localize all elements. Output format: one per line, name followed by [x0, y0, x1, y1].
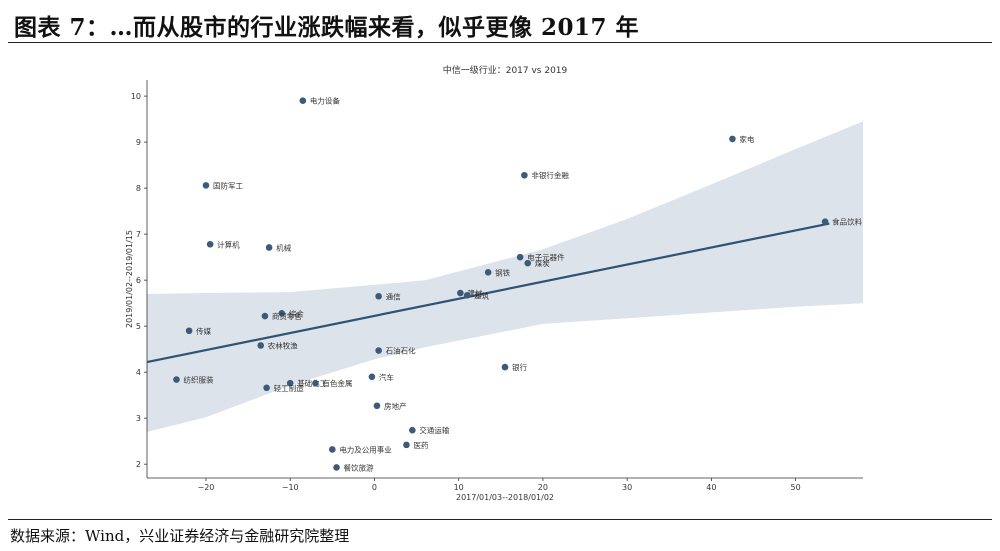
confidence-band-layer	[147, 121, 863, 433]
x-axis-label: 2017/01/03--2018/01/02	[456, 493, 554, 502]
data-point-label: 传媒	[196, 326, 211, 336]
figure-header: 图表 7：…而从股市的行业涨跌幅来看，似乎更像 2017 年	[8, 4, 992, 41]
x-tick-label: −10	[282, 483, 299, 492]
data-point	[521, 171, 528, 179]
data-point-label: 有色金属	[322, 378, 352, 388]
data-point-label: 建筑	[474, 290, 489, 300]
data-point	[409, 426, 416, 434]
x-tick-label: 10	[454, 483, 464, 492]
data-point-label: 轻工制造	[274, 383, 304, 393]
y-axis-label: 2019/01/02--2019/01/15	[125, 230, 134, 328]
y-tick-label: 5	[136, 322, 141, 331]
footer-rule	[8, 519, 992, 520]
data-point-label: 汽车	[379, 372, 394, 382]
data-point-label: 煤炭	[535, 258, 550, 268]
data-point	[375, 347, 382, 354]
data-point	[265, 244, 273, 251]
data-point-label: 电力及公用事业	[339, 444, 392, 454]
data-point-label: 建材	[467, 288, 482, 298]
data-point	[263, 384, 270, 392]
data-point-label: 交通运输	[419, 425, 449, 435]
data-point-label: 计算机	[217, 239, 240, 249]
data-point	[368, 373, 376, 381]
data-point	[333, 464, 340, 471]
x-tick-label: −20	[198, 483, 215, 492]
data-point	[484, 269, 492, 276]
chart-title: 中信一级行业：2017 vs 2019	[443, 64, 568, 76]
source-note: 数据来源：Wind，兴业证券经济与金融研究院整理	[10, 527, 350, 545]
data-point-label: 非银行金融	[531, 170, 569, 180]
data-point	[463, 292, 471, 299]
data-point-label: 石油石化	[386, 346, 416, 356]
data-point-label: 银行	[512, 362, 527, 372]
y-tick-label: 6	[136, 276, 141, 285]
axes-layer	[146, 80, 863, 479]
data-point	[299, 97, 307, 105]
x-tick-label: 50	[791, 483, 801, 492]
data-point	[312, 379, 319, 387]
data-point-label: 电力设备	[310, 96, 340, 106]
data-point	[185, 327, 193, 335]
data-point-label: 医药	[413, 440, 428, 450]
data-point	[457, 289, 464, 297]
data-point	[729, 135, 736, 143]
data-point-label: 农林牧渔	[268, 340, 298, 350]
data-point-label: 国防军工	[213, 180, 243, 190]
data-point-label: 食品饮料	[832, 217, 862, 227]
confidence-band	[147, 121, 863, 433]
regression-line	[146, 222, 830, 364]
data-point-label: 纺织服装	[183, 375, 213, 385]
data-point	[206, 240, 214, 248]
y-tick-label: 2	[136, 460, 141, 469]
data-point	[516, 253, 524, 261]
y-tick-label: 7	[136, 230, 141, 239]
data-point-label: 房地产	[384, 401, 407, 411]
ticks-layer: −20 −10 0 10 20 30 40 50 2 3 4 5 6 7 8 9 10	[131, 92, 801, 492]
data-point-label: 商贸零售	[272, 311, 302, 321]
data-point	[329, 446, 336, 453]
data-point	[202, 182, 210, 189]
y-tick-label: 9	[136, 138, 141, 147]
data-point	[278, 309, 286, 317]
data-point	[501, 363, 509, 371]
data-point-label: 电子元器件	[527, 252, 565, 262]
data-point-label: 通信	[386, 291, 401, 301]
header-rule	[8, 42, 992, 43]
data-point	[821, 218, 829, 226]
data-point-label: 综合	[289, 308, 304, 318]
y-tick-label: 3	[136, 414, 141, 423]
data-point-label: 机械	[276, 242, 291, 252]
data-point	[403, 441, 410, 449]
y-tick-label: 10	[131, 92, 141, 101]
data-point	[261, 312, 269, 320]
regression-line-layer	[146, 222, 830, 364]
x-tick-label: 40	[706, 483, 716, 492]
data-point	[173, 376, 180, 383]
figure-title: 图表 7：…而从股市的行业涨跌幅来看，似乎更像 2017 年	[14, 14, 640, 41]
data-point	[286, 379, 294, 387]
y-tick-label: 8	[136, 184, 141, 193]
data-point-label: 钢铁	[495, 267, 510, 277]
data-point	[257, 342, 265, 349]
scatter-chart: −20 −10 0 10 20 30 40 50 2 3 4 5 6 7 8 9 10 电力设备家电非银行金融国…	[125, 64, 863, 502]
x-tick-label: 0	[372, 483, 377, 492]
data-point	[375, 292, 382, 300]
x-tick-label: 20	[538, 483, 548, 492]
x-tick-label: 30	[622, 483, 632, 492]
data-point-label: 家电	[739, 134, 754, 144]
y-tick-label: 4	[136, 368, 141, 377]
data-point	[524, 259, 532, 267]
data-point	[373, 402, 381, 410]
data-point-label: 餐饮旅游	[344, 462, 374, 472]
